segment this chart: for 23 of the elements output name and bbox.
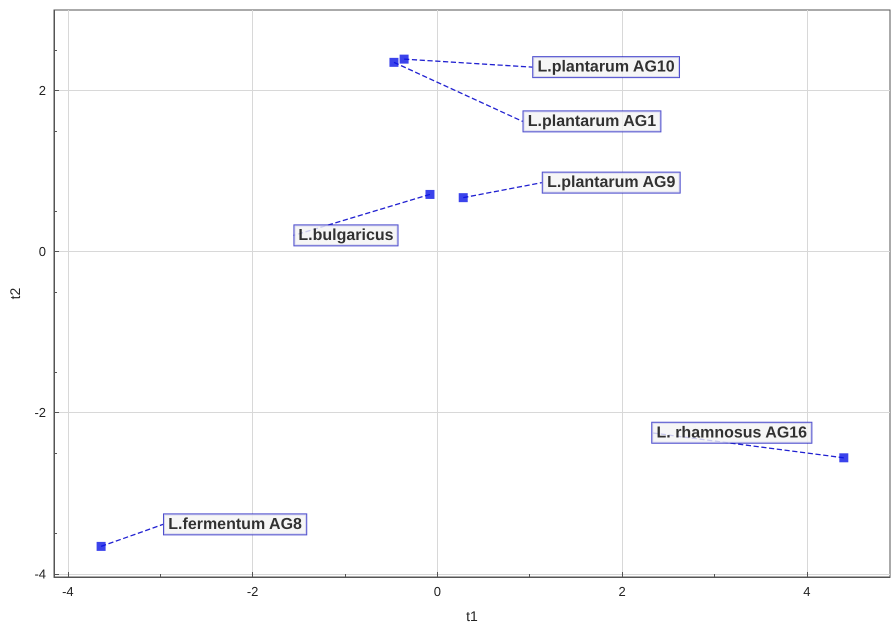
x-tick-label: -4 bbox=[62, 584, 74, 599]
annotation: L.plantarum AG1 bbox=[528, 112, 656, 130]
x-tick-label: -2 bbox=[246, 584, 258, 599]
annotation: L.bulgaricus bbox=[298, 226, 394, 244]
y-tick-label: 2 bbox=[38, 83, 46, 98]
point bbox=[839, 453, 848, 462]
y-tick-label: -2 bbox=[34, 405, 46, 420]
annotation: L.plantarum AG9 bbox=[547, 174, 676, 192]
point bbox=[96, 542, 106, 551]
x-axis-title: t1 bbox=[466, 608, 478, 624]
annotation: L.fermentum AG8 bbox=[168, 516, 302, 533]
point bbox=[389, 58, 398, 67]
x-tick-label: 2 bbox=[618, 584, 626, 599]
annotation: L. rhamnosus AG16 bbox=[656, 424, 808, 442]
point bbox=[458, 193, 468, 202]
y-tick-label: 0 bbox=[38, 244, 46, 260]
annotation: L.plantarum AG10 bbox=[537, 58, 675, 76]
y-axis-title: t2 bbox=[7, 287, 23, 300]
point bbox=[400, 54, 409, 64]
x-tick-label: 0 bbox=[434, 584, 441, 599]
y-tick-label: -4 bbox=[34, 566, 46, 582]
point bbox=[425, 190, 434, 199]
x-tick-label: 4 bbox=[803, 584, 810, 599]
